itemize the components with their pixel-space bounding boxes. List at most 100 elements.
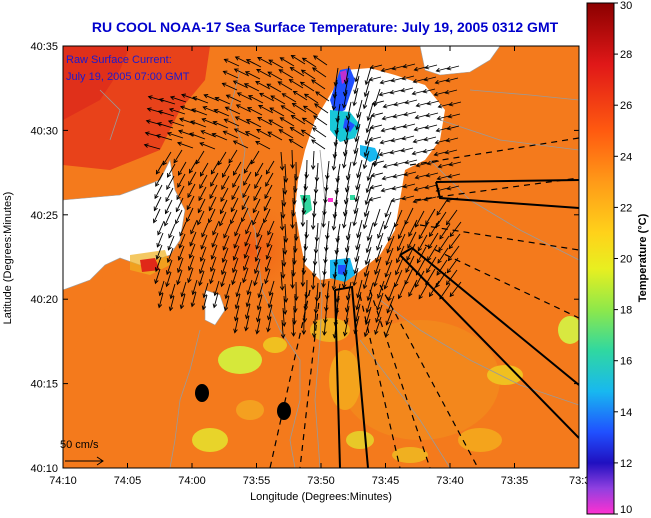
current-vector: [435, 79, 448, 84]
current-vector: [204, 94, 220, 102]
current-vector: [415, 210, 425, 228]
current-vector-head: [424, 184, 430, 190]
current-vector: [322, 208, 326, 227]
current-vector-head: [233, 68, 239, 73]
current-vector-head: [437, 103, 443, 109]
current-vector-head: [265, 182, 270, 187]
current-vector-head: [167, 172, 172, 178]
x-axis-label: Longitude (Degrees:Minutes): [250, 491, 392, 503]
current-vector: [403, 183, 416, 188]
current-vector: [167, 235, 175, 251]
current-vector-head: [435, 223, 440, 228]
current-vector: [367, 162, 374, 181]
current-vector-head: [312, 127, 317, 132]
colorbar-tick-label: 16: [620, 356, 632, 368]
current-vector-head: [181, 93, 186, 98]
current-vector-head: [423, 76, 429, 82]
annotation-current-title: Raw Surface Current:: [66, 54, 172, 66]
current-vector: [353, 87, 359, 106]
current-vector: [387, 223, 396, 241]
current-vector: [202, 118, 218, 126]
current-vector-head: [255, 80, 260, 86]
current-vector-head: [165, 270, 171, 276]
current-vector-head: [220, 270, 226, 276]
current-vector: [345, 185, 350, 204]
current-vector-head: [426, 100, 432, 106]
current-vector: [437, 115, 450, 120]
current-vector-head: [234, 116, 240, 121]
current-vector: [346, 221, 352, 240]
current-vector-head: [371, 160, 377, 166]
current-vector: [423, 88, 436, 93]
current-vector-head: [280, 334, 286, 339]
current-vector: [253, 270, 260, 286]
current-vector: [386, 247, 394, 265]
current-vector: [336, 223, 341, 242]
current-vector-head: [221, 258, 227, 263]
current-vector: [255, 234, 263, 250]
current-vector-head: [157, 303, 163, 309]
current-vector: [426, 112, 439, 117]
current-vector-head: [437, 163, 443, 169]
transect-boxes: [334, 179, 579, 468]
current-vector-head: [282, 250, 288, 255]
current-vector: [208, 196, 217, 211]
current-vector: [228, 149, 238, 164]
current-vector-head: [379, 79, 385, 85]
current-vector-head: [304, 234, 309, 239]
colorbar-label: Temperature (°C): [637, 213, 649, 302]
current-vector-head: [246, 107, 252, 112]
current-vector: [429, 280, 440, 297]
y-tick-label: 40:35: [30, 41, 58, 53]
y-tick-label: 40:30: [30, 125, 58, 137]
current-vector-head: [331, 285, 337, 291]
current-vector: [370, 124, 383, 129]
current-vector: [437, 247, 449, 264]
current-vector: [210, 172, 219, 187]
current-vector-head: [246, 290, 251, 296]
current-vector-head: [311, 139, 316, 144]
current-vector: [343, 209, 348, 228]
current-vector: [222, 235, 230, 251]
current-vector: [252, 198, 261, 213]
current-vector: [415, 270, 425, 288]
current-vector-head: [291, 103, 297, 108]
current-vector: [385, 319, 393, 337]
current-vector: [306, 219, 308, 239]
current-vector: [166, 259, 173, 275]
current-vector-head: [426, 268, 431, 274]
current-vector-head: [257, 116, 262, 122]
current-vector: [245, 71, 261, 80]
current-vector-head: [156, 122, 162, 127]
current-vector: [435, 139, 448, 144]
current-vector: [393, 173, 406, 178]
current-vector-head: [313, 115, 318, 120]
current-vector: [291, 209, 294, 229]
current-vector: [301, 129, 316, 140]
current-vector-head: [310, 225, 316, 230]
current-vector: [418, 222, 429, 239]
current-vector: [154, 268, 161, 284]
current-vector-head: [418, 234, 423, 240]
current-vector: [293, 185, 295, 205]
current-vector-head: [202, 106, 208, 111]
current-vector-head: [185, 217, 191, 223]
current-vector: [365, 66, 372, 85]
current-vector-head: [147, 95, 153, 100]
current-vector-head: [384, 332, 389, 338]
current-vector: [353, 267, 359, 286]
current-vector: [403, 123, 416, 128]
current-vector-head: [290, 284, 295, 289]
current-vector: [379, 151, 392, 156]
current-vector-head: [290, 55, 296, 60]
current-vector-head: [445, 197, 451, 203]
current-vector-head: [428, 232, 434, 238]
current-vector: [381, 187, 394, 192]
current-vector-head: [354, 317, 359, 323]
current-vector: [282, 187, 285, 207]
current-vector: [266, 160, 275, 175]
current-vector: [353, 207, 359, 226]
current-vector-head: [334, 309, 340, 315]
current-vector: [312, 127, 327, 138]
